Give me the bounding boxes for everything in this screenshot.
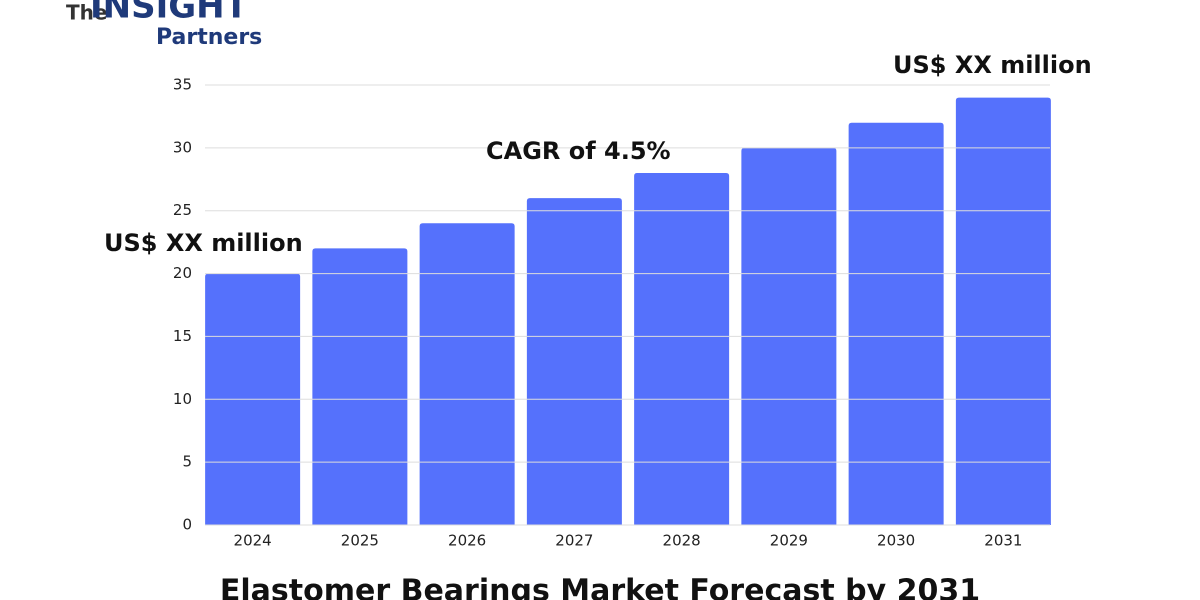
- y-tick-label: 30: [173, 138, 192, 156]
- y-tick-label: 25: [173, 201, 192, 219]
- logo: The INSIGHT Partners: [66, 0, 262, 50]
- logo-insight: INSIGHT: [90, 0, 249, 27]
- logo-the: The: [66, 1, 107, 25]
- annotation: US$ XX million: [893, 51, 1092, 79]
- annotation: US$ XX million: [104, 229, 303, 257]
- bar: [312, 248, 408, 525]
- bar: [634, 173, 730, 525]
- x-tick-label: 2026: [448, 532, 486, 550]
- y-tick-label: 35: [173, 76, 192, 94]
- y-tick-label: 20: [173, 264, 192, 282]
- x-tick-label: 2025: [341, 532, 379, 550]
- y-tick-label: 10: [173, 390, 192, 408]
- bar: [419, 223, 515, 526]
- y-tick-label: 15: [173, 327, 192, 345]
- bar: [955, 97, 1051, 526]
- x-tick-label: 2028: [663, 532, 701, 550]
- x-tick-label: 2031: [984, 532, 1022, 550]
- y-tick-label: 5: [182, 453, 192, 471]
- x-tick-label: 2030: [877, 532, 915, 550]
- bar: [526, 198, 622, 525]
- y-tick-label: 0: [182, 516, 192, 534]
- logo-partners: Partners: [156, 25, 262, 50]
- annotation: CAGR of 4.5%: [486, 137, 671, 165]
- x-tick-label: 2024: [234, 532, 272, 550]
- x-tick-label: 2027: [555, 532, 593, 550]
- x-tick-label: 2029: [770, 532, 808, 550]
- chart-title: Elastomer Bearings Market Forecast by 20…: [220, 574, 980, 600]
- bar: [848, 122, 944, 525]
